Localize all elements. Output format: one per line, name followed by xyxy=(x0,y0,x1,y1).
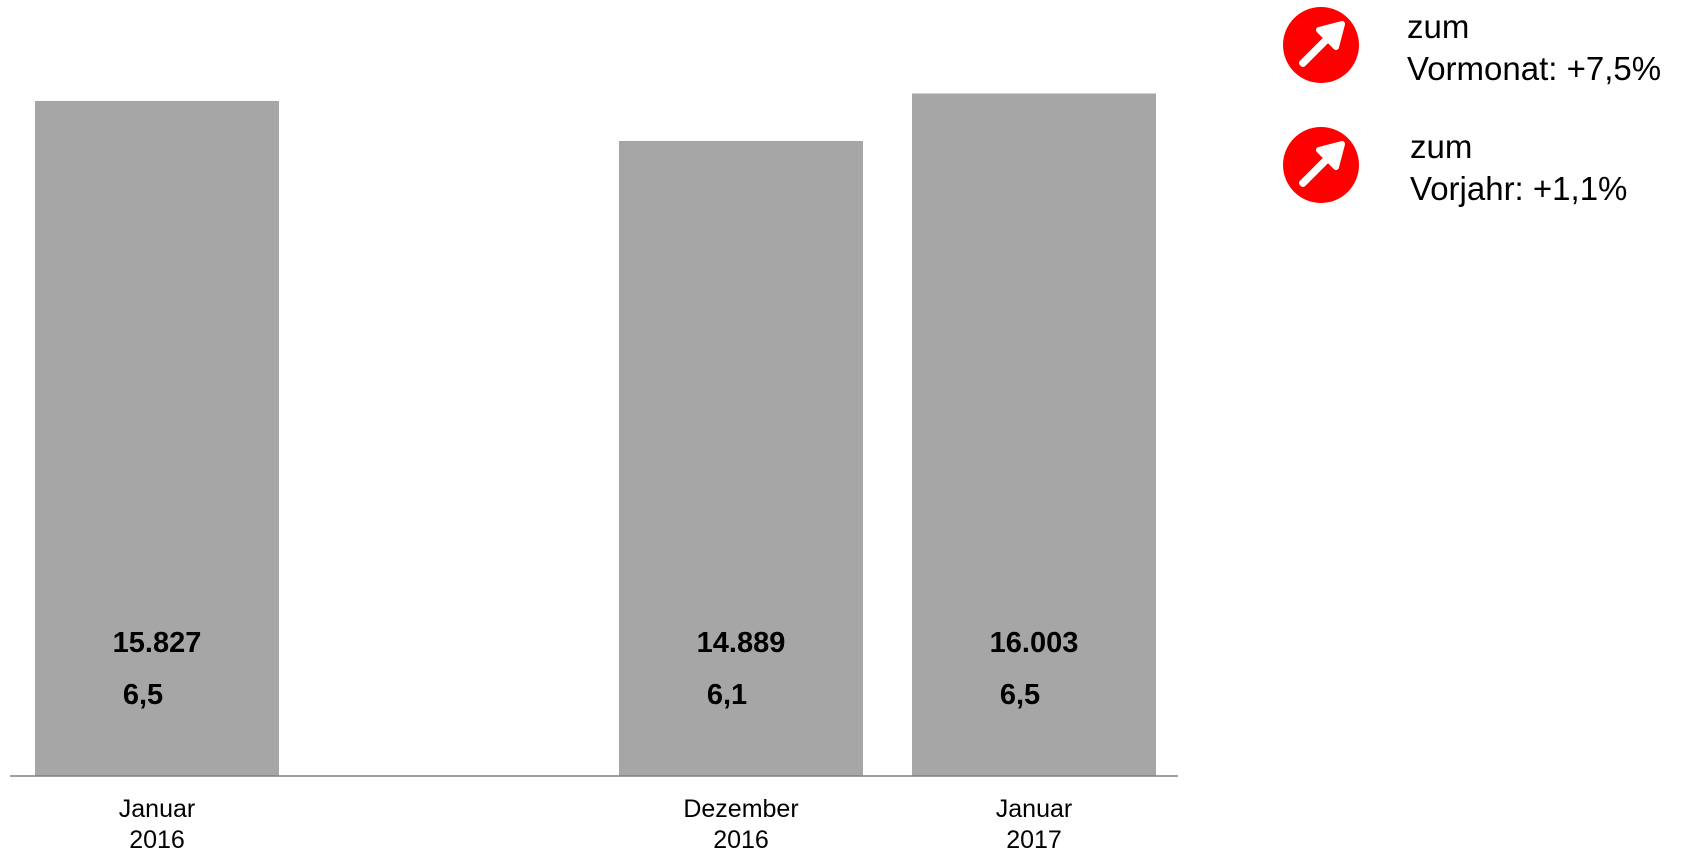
bar-secondary-label: 6,5 xyxy=(123,679,163,711)
bars-group: 15.827 6,5 14.889 6,1 16.003 6,5 xyxy=(35,93,1156,777)
arrow-up-right-icon xyxy=(1283,127,1359,203)
legend-line-2: Vormonat: +7,5% xyxy=(1407,50,1662,87)
bar-value-label: 16.003 xyxy=(990,627,1079,659)
x-tick-label: Januar xyxy=(119,795,195,823)
legend-line-1: zum xyxy=(1410,128,1473,165)
legend-text: zum Vormonat: +7,5% xyxy=(1407,6,1661,90)
legend-line-1: zum xyxy=(1407,8,1470,45)
legend-line-2: Vorjahr: +1,1% xyxy=(1410,170,1628,207)
x-tick-label: Januar xyxy=(996,795,1072,823)
bar xyxy=(912,93,1156,777)
x-tick-label: 2016 xyxy=(713,826,769,848)
arrow-up-right-icon xyxy=(1283,7,1359,83)
x-tick-label: 2016 xyxy=(129,826,185,848)
x-tick-label: 2017 xyxy=(1006,826,1062,848)
bar-value-label: 15.827 xyxy=(113,627,202,659)
bar-secondary-label: 6,1 xyxy=(707,679,747,711)
bar-chart: 15.827 6,5 14.889 6,1 16.003 6,5 Januar 2016 De… xyxy=(10,93,1178,848)
bar-secondary-label: 6,5 xyxy=(1000,679,1040,711)
x-tick-label: Dezember xyxy=(683,795,798,823)
legend-text: zum Vorjahr: +1,1% xyxy=(1410,126,1627,210)
bar xyxy=(35,100,279,776)
bar-value-label: 14.889 xyxy=(697,627,786,659)
bar xyxy=(619,140,863,777)
x-tick-labels: Januar 2016 Dezember 2016 Januar 2017 xyxy=(119,795,1072,848)
